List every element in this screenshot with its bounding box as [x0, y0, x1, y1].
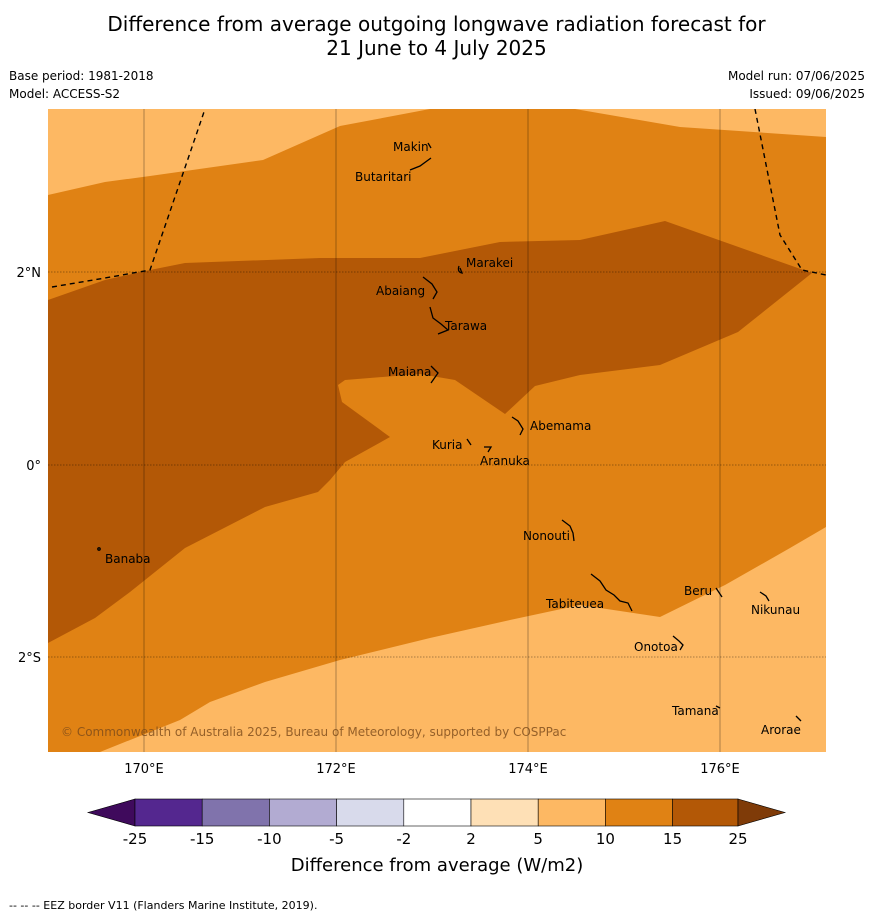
island-beru	[715, 587, 723, 598]
colorbar-tick-6: 2	[466, 830, 476, 848]
island-banaba	[97, 547, 101, 551]
eez-border-east	[754, 109, 826, 276]
colorbar-tick-7: 5	[533, 830, 543, 848]
colorbar-arrow-high	[737, 798, 787, 827]
label-abemama: Abemama	[530, 419, 591, 433]
eez-border	[51, 109, 826, 288]
islands	[97, 142, 802, 722]
colorbar-tick-1: -25	[123, 830, 148, 848]
colorbar-segment-1	[134, 798, 203, 827]
y-tick-0: 0°	[26, 459, 41, 474]
eez-border-west	[51, 109, 206, 288]
island-nikunau	[759, 591, 770, 602]
label-beru: Beru	[684, 584, 712, 598]
colorbar-segment-2	[201, 798, 270, 827]
label-maiana: Maiana	[388, 365, 431, 379]
base-period: Base period: 1981-2018	[9, 69, 154, 83]
colorbar-tick-8: 10	[596, 830, 615, 848]
colorbar-tick-5: -2	[396, 830, 411, 848]
label-nikunau: Nikunau	[751, 603, 800, 617]
island-kuria	[466, 438, 472, 446]
island-tamana	[715, 705, 721, 709]
colorbar-segment-3	[269, 798, 337, 827]
label-tarawa: Tarawa	[444, 319, 487, 333]
meta-left: Base period: 1981-2018 Model: ACCESS-S2	[9, 67, 154, 103]
colorbar-segment-6	[470, 798, 539, 827]
island-abemama	[511, 416, 524, 436]
colorbar-tick-3: -10	[257, 830, 282, 848]
island-makin	[427, 142, 432, 149]
label-nonouti: Nonouti	[523, 529, 570, 543]
label-abaiang: Abaiang	[376, 284, 425, 298]
eez-footnote: -- -- -- EEZ border V11 (Flanders Marine…	[9, 899, 318, 912]
label-aranuka: Aranuka	[480, 454, 530, 468]
island-tarawa	[429, 306, 450, 335]
colorbar-segment-7	[537, 798, 606, 827]
x-tick-170e: 170°E	[124, 762, 164, 777]
label-banaba: Banaba	[105, 552, 151, 566]
island-arorae	[795, 715, 802, 722]
colorbar-arrow-low	[86, 798, 136, 827]
colorbar-tick-4: -5	[329, 830, 344, 848]
island-butaritari	[409, 157, 432, 171]
colorbar-segment-5	[403, 798, 472, 827]
island-abaiang	[422, 276, 438, 300]
label-butaritari: Butaritari	[355, 170, 412, 184]
y-tick-2n: 2°N	[17, 266, 42, 281]
island-maiana	[430, 365, 439, 384]
model-name: Model: ACCESS-S2	[9, 87, 121, 101]
issued-date: Issued: 09/06/2025	[749, 87, 865, 101]
meta-right: Model run: 07/06/2025 Issued: 09/06/2025	[728, 67, 865, 103]
label-tamana: Tamana	[671, 704, 719, 718]
colorbar-tick-9: 15	[663, 830, 682, 848]
place-labels: Makin Butaritari Marakei Abaiang Tarawa …	[105, 140, 801, 737]
colorbar: -25 -15 -10 -5 -2 2 5 10 15 25 Differenc…	[86, 798, 787, 876]
model-run: Model run: 07/06/2025	[727, 69, 865, 83]
island-marakei	[457, 265, 464, 274]
x-tick-172e: 172°E	[316, 762, 356, 777]
island-aranuka	[484, 446, 493, 453]
contour-dark	[48, 221, 812, 643]
label-tabiteuea: Tabiteuea	[545, 597, 604, 611]
chart-title: Difference from average outgoing longwav…	[0, 12, 873, 60]
y-tick-2s: 2°S	[18, 651, 41, 666]
axis-labels: 170°E 172°E 174°E 176°E 2°N 0° 2°S	[17, 266, 740, 777]
label-marakei: Marakei	[466, 256, 513, 270]
island-nonouti	[561, 519, 575, 542]
colorbar-segment-8	[605, 798, 673, 827]
label-onotoa: Onotoa	[634, 640, 678, 654]
label-arorae: Arorae	[761, 723, 801, 737]
colorbar-ticks: -25 -15 -10 -5 -2 2 5 10 15 25	[123, 830, 748, 848]
island-tabiteuea	[590, 573, 633, 612]
copyright-watermark: © Commonwealth of Australia 2025, Bureau…	[61, 725, 566, 739]
label-kuria: Kuria	[432, 438, 463, 452]
title-line-1: Difference from average outgoing longwav…	[107, 12, 766, 36]
map-area: Makin Butaritari Marakei Abaiang Tarawa …	[48, 109, 826, 752]
graticule	[48, 109, 826, 752]
colorbar-tick-2: -15	[190, 830, 215, 848]
x-tick-174e: 174°E	[508, 762, 548, 777]
colorbar-label: Difference from average (W/m2)	[291, 855, 583, 876]
title-line-2: 21 June to 4 July 2025	[326, 36, 547, 60]
label-makin: Makin	[393, 140, 429, 154]
colorbar-segment-9	[672, 798, 739, 827]
colorbar-tick-10: 25	[728, 830, 747, 848]
x-tick-176e: 176°E	[700, 762, 740, 777]
colorbar-segment-4	[336, 798, 405, 827]
island-onotoa	[672, 635, 684, 651]
